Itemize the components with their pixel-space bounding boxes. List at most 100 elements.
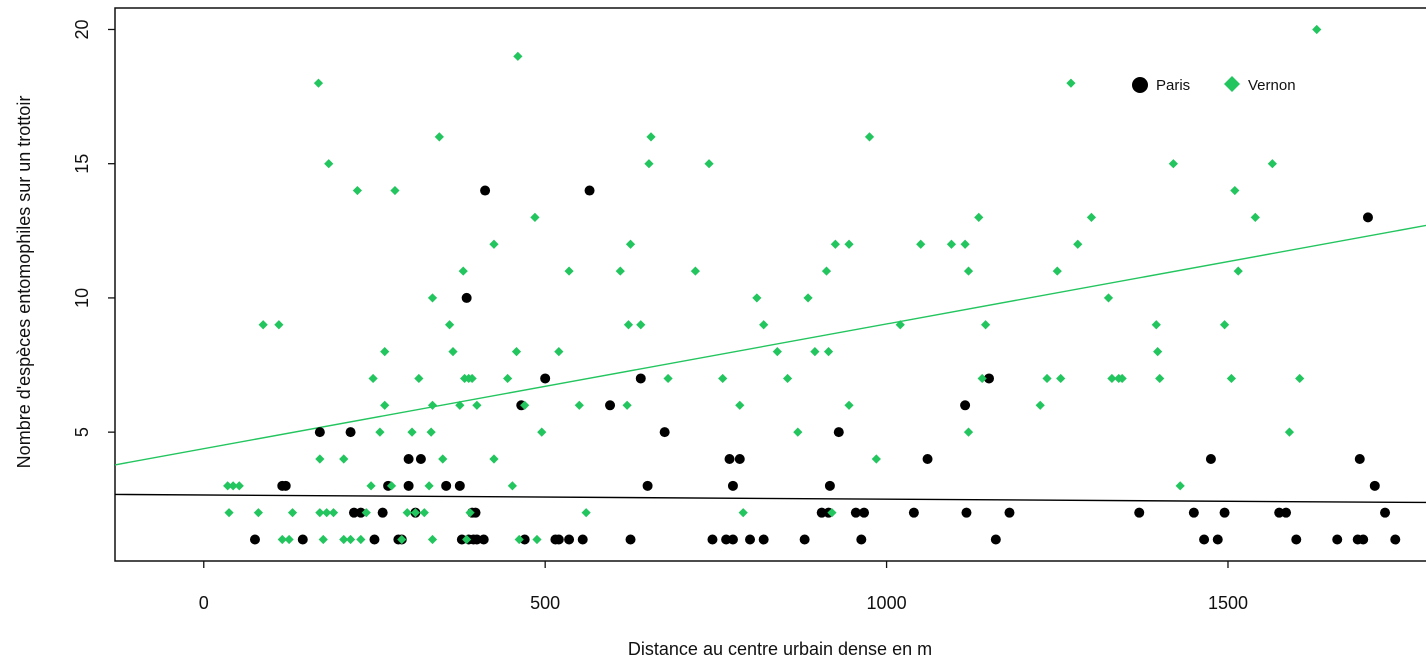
vernon-point <box>1117 373 1127 384</box>
vernon-point <box>1151 320 1161 330</box>
vernon-point <box>1155 373 1165 384</box>
vernon-point <box>844 239 854 249</box>
points-layer <box>223 24 1401 545</box>
ticks-layer: 0 500 1000 1500 5 10 15 20 <box>72 19 1248 613</box>
paris-point <box>377 507 388 518</box>
paris-point <box>724 453 735 464</box>
y-tick-label: 10 <box>72 288 92 308</box>
vernon-point <box>574 400 584 410</box>
vernon-point <box>284 534 294 545</box>
vernon-point <box>625 239 636 249</box>
paris-point <box>642 480 653 491</box>
vernon-point <box>1042 373 1052 384</box>
vernon-point <box>946 239 957 249</box>
vernon-point <box>622 400 632 410</box>
vernon-point <box>1073 239 1083 249</box>
paris-point <box>540 373 551 384</box>
legend-label-vernon: Vernon <box>1248 77 1296 94</box>
paris-point <box>478 534 489 545</box>
vernon-point <box>690 266 700 276</box>
paris-point <box>727 480 738 491</box>
paris-point <box>1291 534 1302 545</box>
vernon-point <box>1219 320 1230 330</box>
paris-point <box>355 507 366 518</box>
vernon-point <box>324 159 334 169</box>
vernon-point <box>339 534 349 545</box>
vernon-point <box>361 508 371 518</box>
paris-point <box>605 400 616 411</box>
paris-point <box>908 507 919 518</box>
vernon-point <box>315 508 325 518</box>
paris-point <box>564 534 575 545</box>
paris-point <box>1219 507 1230 518</box>
x-tick-label: 1500 <box>1208 593 1248 613</box>
paris-point <box>470 507 481 518</box>
paris-point <box>625 534 636 545</box>
vernon-point <box>462 534 472 545</box>
paris-point <box>707 534 718 545</box>
vernon-point <box>410 508 421 518</box>
vernon-point <box>380 347 390 357</box>
paris-point <box>454 480 465 491</box>
vernon-point <box>615 266 625 276</box>
paris-point <box>1362 212 1373 223</box>
vernon-point <box>386 481 397 491</box>
vernon-point <box>772 347 782 357</box>
vernon-point <box>636 320 646 330</box>
vernon-point <box>313 78 324 88</box>
regression-line-paris <box>114 493 1426 504</box>
paris-point <box>745 534 756 545</box>
vernon-point <box>537 427 547 437</box>
paris-point <box>480 185 491 196</box>
vernon-point <box>228 481 238 491</box>
vernon-point <box>223 481 233 491</box>
paris-point <box>1199 534 1210 545</box>
paris-point <box>758 534 769 545</box>
vernon-point <box>532 534 542 545</box>
vernon-point <box>1107 373 1117 384</box>
vernon-point <box>1230 185 1240 196</box>
vernon-point <box>1233 266 1243 276</box>
paris-point <box>441 480 452 491</box>
vernon-point <box>864 132 875 142</box>
vernon-point <box>663 373 673 384</box>
vernon-point <box>322 508 332 518</box>
paris-point <box>1354 453 1365 464</box>
vernon-point <box>520 400 530 410</box>
y-tick-label: 15 <box>72 154 92 174</box>
paris-point <box>961 507 972 518</box>
vernon-point <box>827 508 837 518</box>
vernon-point <box>960 239 970 249</box>
paris-point <box>345 427 356 438</box>
vernon-point <box>1168 159 1178 169</box>
vernon-point <box>426 427 436 437</box>
x-axis-title: Distance au centre urbain dense en m <box>628 639 932 659</box>
vernon-point <box>427 534 438 545</box>
paris-point <box>1332 534 1343 545</box>
vernon-point <box>704 159 714 169</box>
vernon-point <box>315 454 325 464</box>
paris-point <box>856 534 867 545</box>
vernon-point <box>581 508 591 518</box>
paris-point <box>461 292 472 303</box>
paris-point <box>1358 534 1369 545</box>
paris-point <box>1369 480 1380 491</box>
vernon-point <box>511 347 522 357</box>
vernon-point <box>554 347 564 357</box>
vernon-point <box>339 454 349 464</box>
vernon-point <box>1056 373 1066 384</box>
vernon-point <box>782 373 793 384</box>
legend-label-paris: Paris <box>1156 77 1190 94</box>
plot-border <box>114 7 1426 562</box>
paris-point <box>960 400 971 411</box>
vernon-point <box>1086 212 1097 222</box>
paris-point <box>1380 507 1391 518</box>
paris-point <box>1004 507 1015 518</box>
vernon-point <box>977 373 987 384</box>
vernon-point <box>752 293 762 303</box>
x-tick-label: 1000 <box>867 593 907 613</box>
vernon-point <box>916 239 926 249</box>
vernon-point <box>472 400 482 410</box>
vernon-point <box>424 481 434 491</box>
paris-point <box>799 534 810 545</box>
